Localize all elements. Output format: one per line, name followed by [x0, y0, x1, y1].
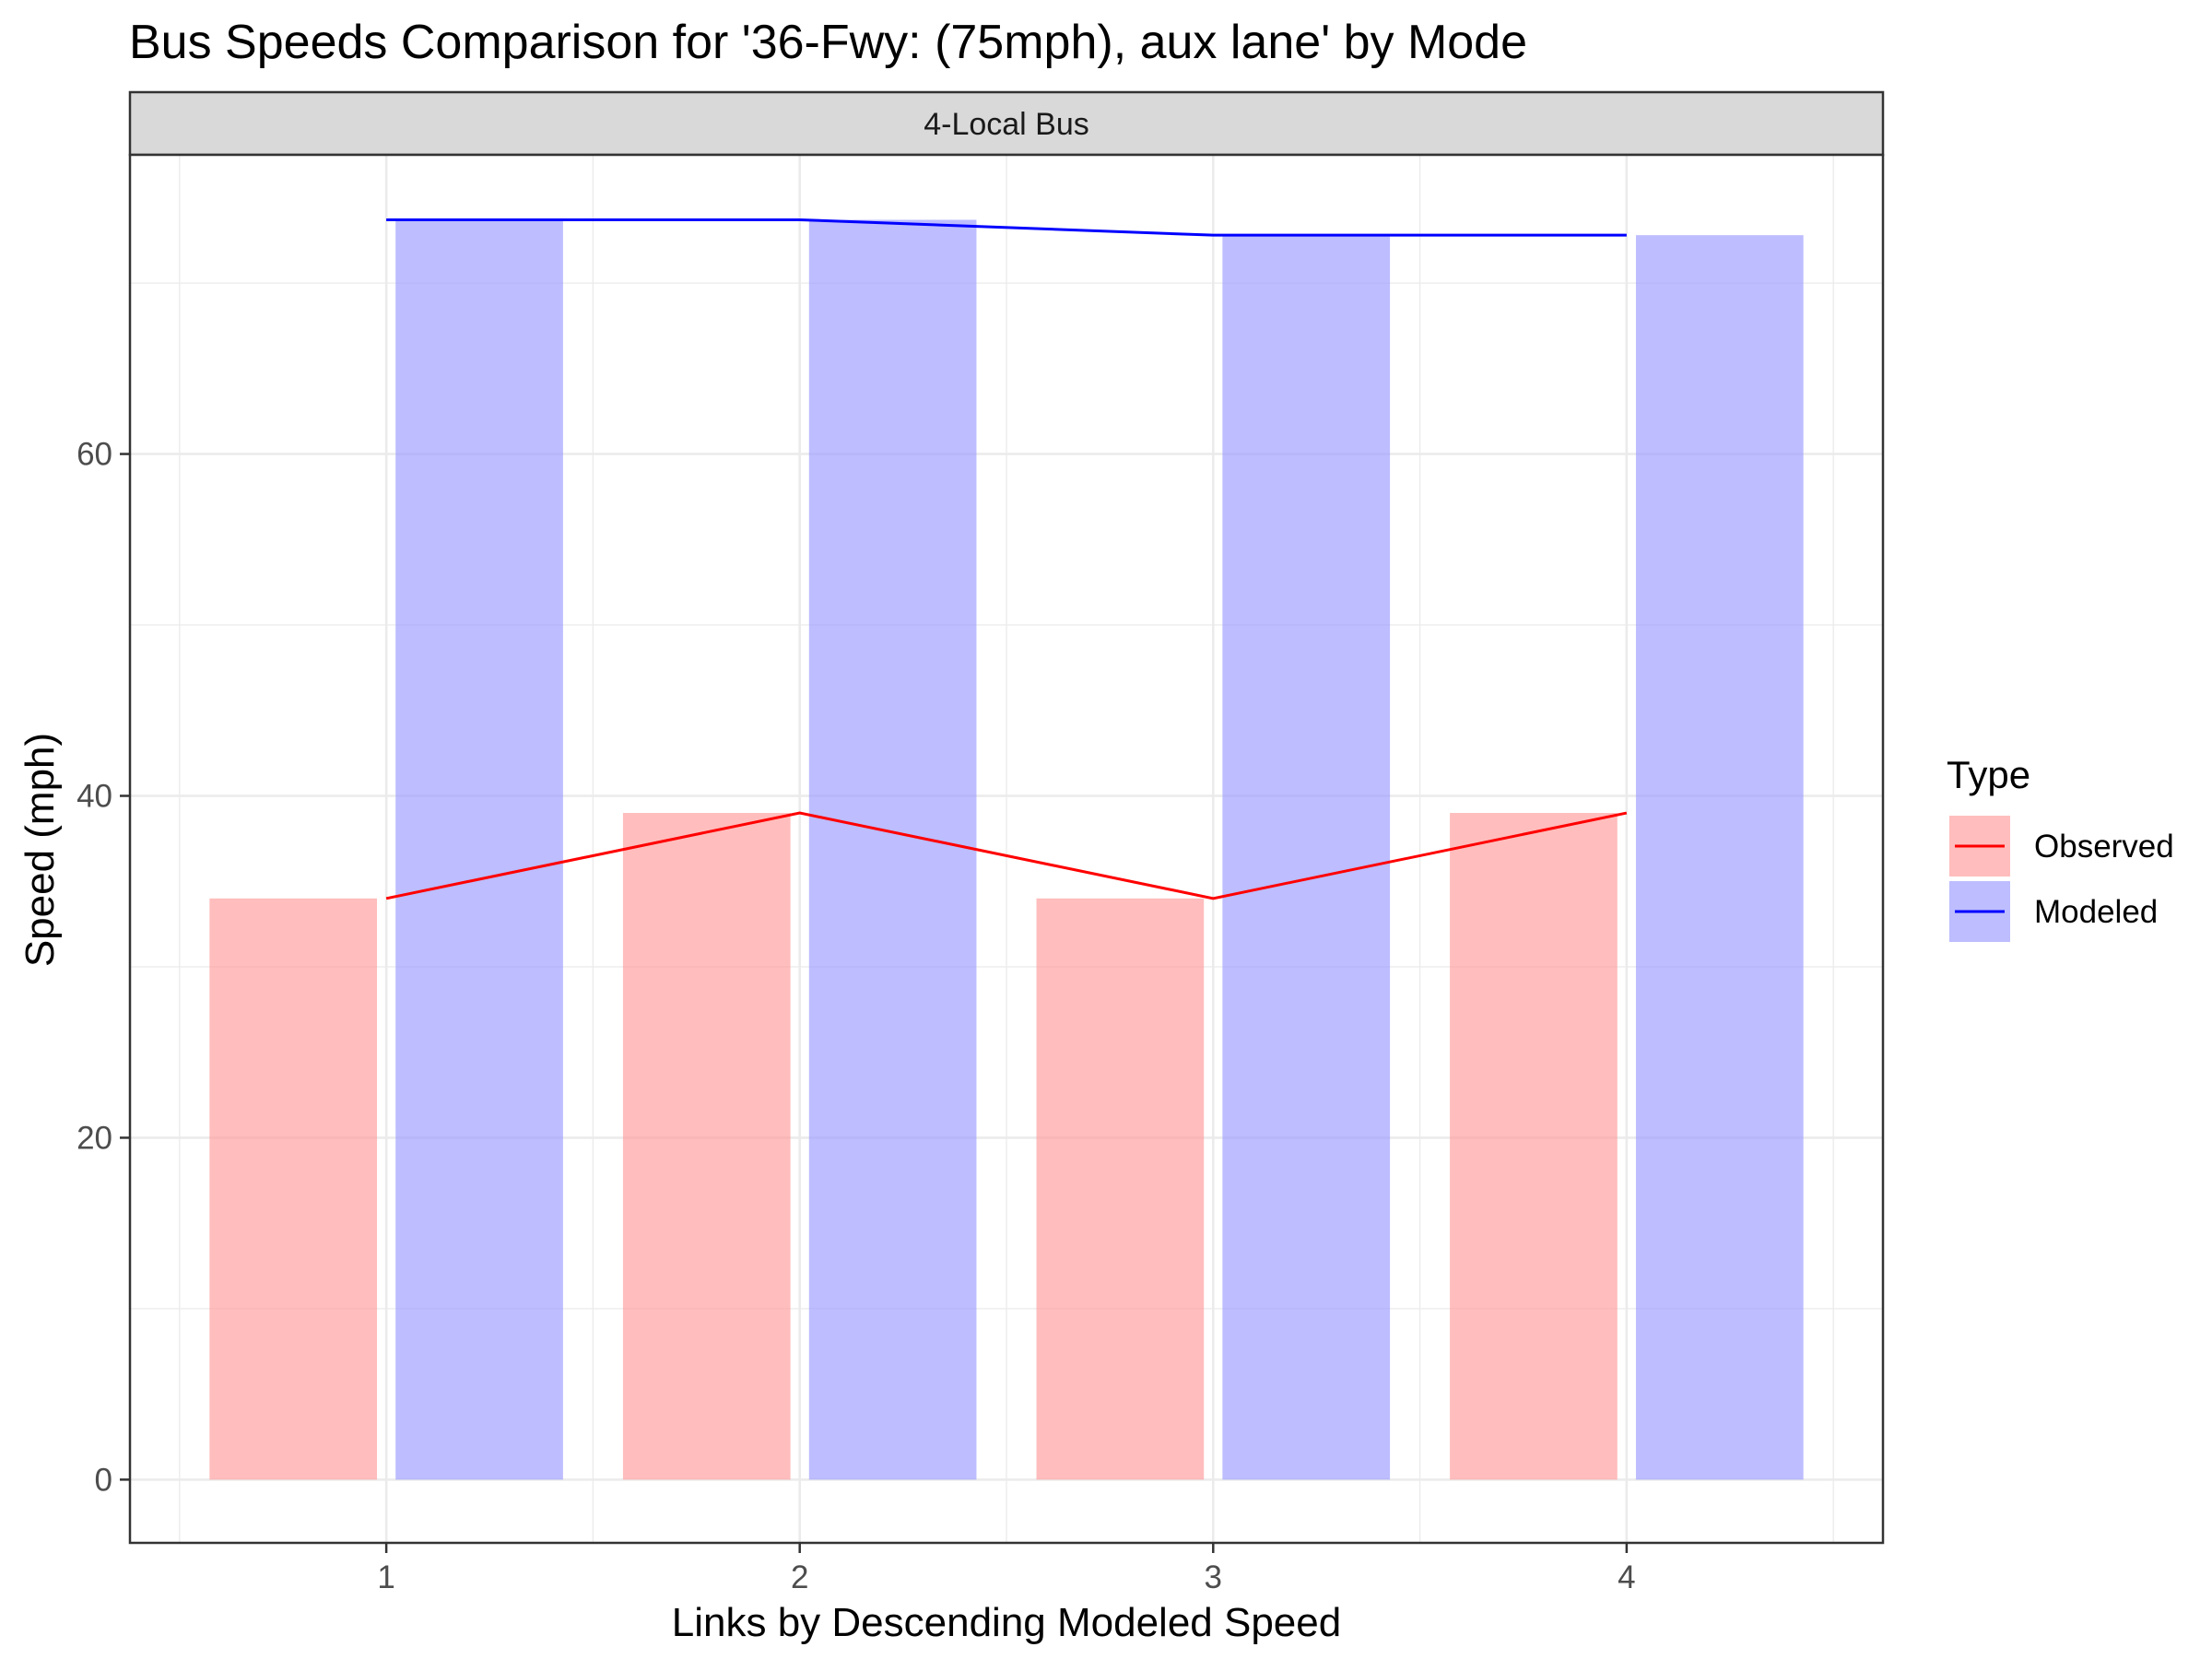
bar-observed-3: [1036, 898, 1205, 1480]
legend-items: Observed Modeled: [1949, 816, 2174, 942]
y-tick-label: 60: [76, 437, 112, 473]
bar-modeled-2: [808, 219, 977, 1480]
bar-modeled-1: [395, 219, 563, 1480]
legend-label-modeled: Modeled: [2034, 894, 2158, 930]
x-tick-label: 4: [1618, 1559, 1635, 1595]
axis-layer: 0 20 40 60 1 2 3 4: [76, 437, 1636, 1595]
legend-title: Type: [1947, 753, 2030, 796]
y-axis-title: Speed (mph): [18, 733, 63, 967]
bar-modeled-4: [1635, 235, 1804, 1480]
plot-panel-border: [128, 153, 1885, 1545]
bar-modeled-3: [1222, 235, 1391, 1480]
y-tick-label: 0: [95, 1462, 112, 1498]
legend: Type Observed Modeled: [1947, 753, 2174, 942]
facet-strip-label: 4-Local Bus: [924, 107, 1089, 142]
facet-strip: [128, 90, 1885, 157]
bar-observed-1: [209, 898, 378, 1480]
x-axis-title: Links by Descending Modeled Speed: [672, 1600, 1341, 1645]
x-tick-label: 2: [791, 1559, 808, 1595]
lines-layer: [385, 218, 1628, 900]
bar-observed-2: [622, 813, 791, 1480]
x-tick-label: 1: [377, 1559, 394, 1595]
bars-layer: [209, 219, 1804, 1480]
chart-title: Bus Speeds Comparison for '36-Fwy: (75mp…: [129, 16, 1527, 69]
bar-observed-4: [1450, 813, 1618, 1480]
y-tick-label: 40: [76, 779, 112, 815]
line-modeled: [386, 218, 1627, 237]
legend-label-observed: Observed: [2034, 829, 2174, 865]
x-tick-label: 3: [1205, 1559, 1222, 1595]
line-observed: [385, 811, 1628, 900]
y-tick-label: 20: [76, 1120, 112, 1156]
